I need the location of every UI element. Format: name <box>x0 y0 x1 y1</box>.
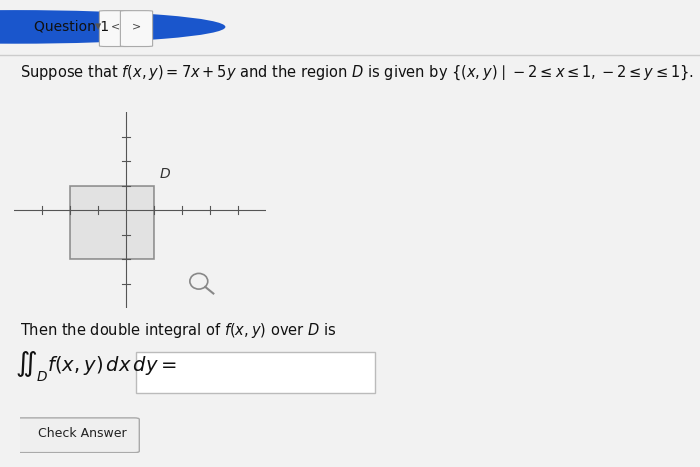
FancyBboxPatch shape <box>120 11 153 47</box>
Text: Suppose that $f(x, y) = 7x + 5y$ and the region $D$ is given by $\{(x, y)\mid -2: Suppose that $f(x, y) = 7x + 5y$ and the… <box>20 64 694 82</box>
Circle shape <box>0 10 225 44</box>
Text: <: < <box>111 22 120 32</box>
Text: ▾: ▾ <box>94 21 101 34</box>
Text: Question 1: Question 1 <box>34 20 108 34</box>
Text: Then the double integral of $f(x, y)$ over $D$ is: Then the double integral of $f(x, y)$ ov… <box>20 320 336 340</box>
Text: D: D <box>160 167 170 181</box>
FancyBboxPatch shape <box>99 11 132 47</box>
Text: Check Answer: Check Answer <box>38 427 127 440</box>
Bar <box>70 185 154 259</box>
FancyBboxPatch shape <box>136 352 374 393</box>
Text: >: > <box>132 22 141 32</box>
FancyBboxPatch shape <box>16 418 139 453</box>
Text: $\iint_D f(x,y)\,dx\,dy = $: $\iint_D f(x,y)\,dx\,dy = $ <box>15 349 177 383</box>
